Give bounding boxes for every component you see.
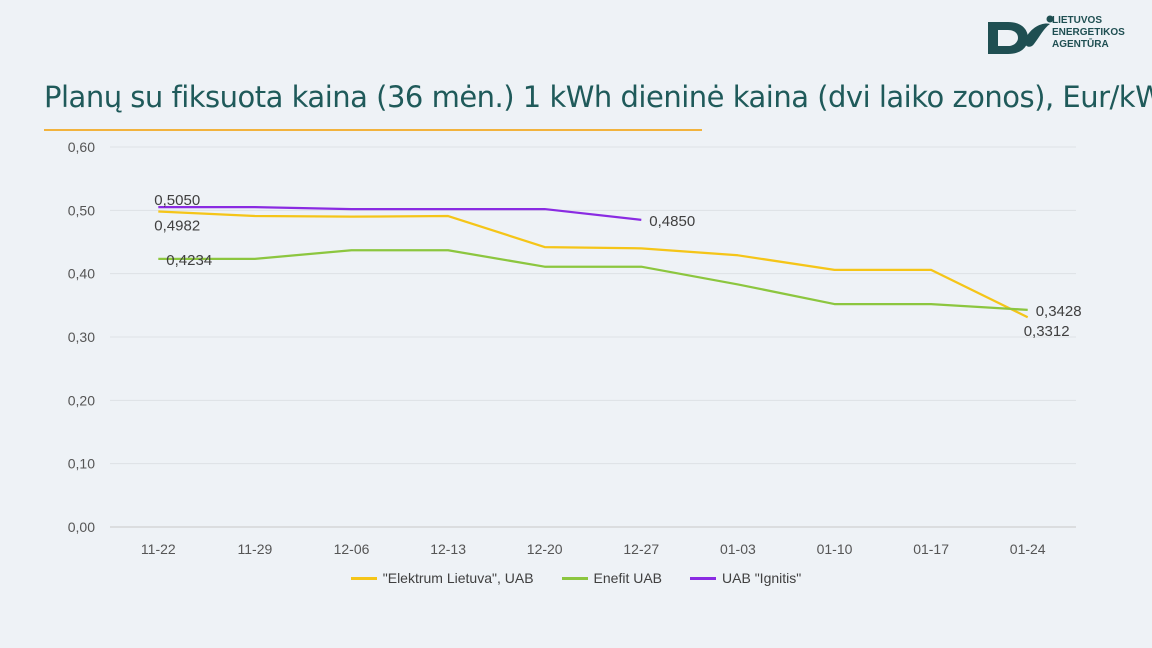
- legend-swatch: [690, 576, 717, 580]
- legend-label: Enefit UAB: [593, 570, 663, 586]
- data-labels: 0,4982 0,3312 0,4234 0,3428 0,5050 0,4850: [154, 192, 1081, 340]
- x-tick-label: 12-27: [623, 541, 659, 557]
- logo-text: LIETUVOS ENERGETIKOS AGENTŪRA: [1052, 15, 1125, 51]
- data-label: 0,4234: [166, 252, 212, 269]
- leaf-logo-icon: [988, 15, 1054, 54]
- logo-line: AGENTŪRA: [1052, 39, 1109, 50]
- data-label: 0,3312: [1024, 323, 1070, 340]
- y-tick-label: 0,50: [68, 202, 95, 218]
- y-tick-label: 0,40: [68, 266, 95, 282]
- series-line-2: [158, 206, 642, 221]
- series-line-1: [158, 249, 1028, 312]
- series-line-0: [158, 210, 1029, 319]
- legend-label: "Elektrum Lietuva", UAB: [382, 570, 534, 586]
- data-label: 0,4850: [649, 213, 695, 230]
- chart-legend: "Elektrum Lietuva", UAB Enefit UAB UAB "Ig…: [0, 570, 1152, 586]
- legend-label: UAB "Ignitis": [722, 570, 802, 586]
- x-tick-label: 11-22: [141, 541, 176, 557]
- legend-item: UAB "Ignitis": [690, 570, 801, 586]
- x-tick-label: 11-29: [238, 541, 273, 557]
- title-underline: [44, 129, 702, 131]
- logo-line: LIETUVOS: [1052, 15, 1103, 26]
- y-tick-label: 0,10: [68, 456, 95, 472]
- x-tick-label: 12-06: [334, 541, 370, 557]
- data-label: 0,4982: [154, 217, 200, 234]
- x-tick-label: 12-13: [430, 541, 466, 557]
- series-lines: [158, 206, 1029, 319]
- x-tick-label: 01-24: [1010, 541, 1046, 557]
- legend-item: "Elektrum Lietuva", UAB: [350, 570, 534, 586]
- y-tick-label: 0,30: [68, 329, 95, 345]
- y-tick-label: 0,00: [68, 519, 95, 535]
- legend-swatch: [561, 576, 588, 580]
- grid-lines: [110, 146, 1076, 528]
- x-tick-label: 12-20: [527, 541, 563, 557]
- x-tick-label: 01-03: [720, 541, 756, 557]
- y-axis-ticks: 0,00 0,10 0,20 0,30 0,40 0,50 0,60: [68, 139, 95, 535]
- chart-title: Planų su fiksuota kaina (36 mėn.) 1 kWh …: [44, 80, 1152, 114]
- x-tick-label: 01-17: [913, 541, 949, 557]
- x-axis-ticks: 11-22 11-29 12-06 12-13 12-20 12-27 01-03 01-10…: [141, 541, 1046, 557]
- data-label: 0,5050: [154, 192, 200, 209]
- y-tick-label: 0,20: [68, 392, 95, 408]
- legend-item: Enefit UAB: [561, 570, 663, 586]
- y-tick-label: 0,60: [68, 139, 95, 155]
- x-tick-label: 01-10: [817, 541, 853, 557]
- legend-swatch: [350, 576, 377, 580]
- data-label: 0,3428: [1036, 303, 1082, 320]
- logo-line: ENERGETIKOS: [1052, 27, 1125, 38]
